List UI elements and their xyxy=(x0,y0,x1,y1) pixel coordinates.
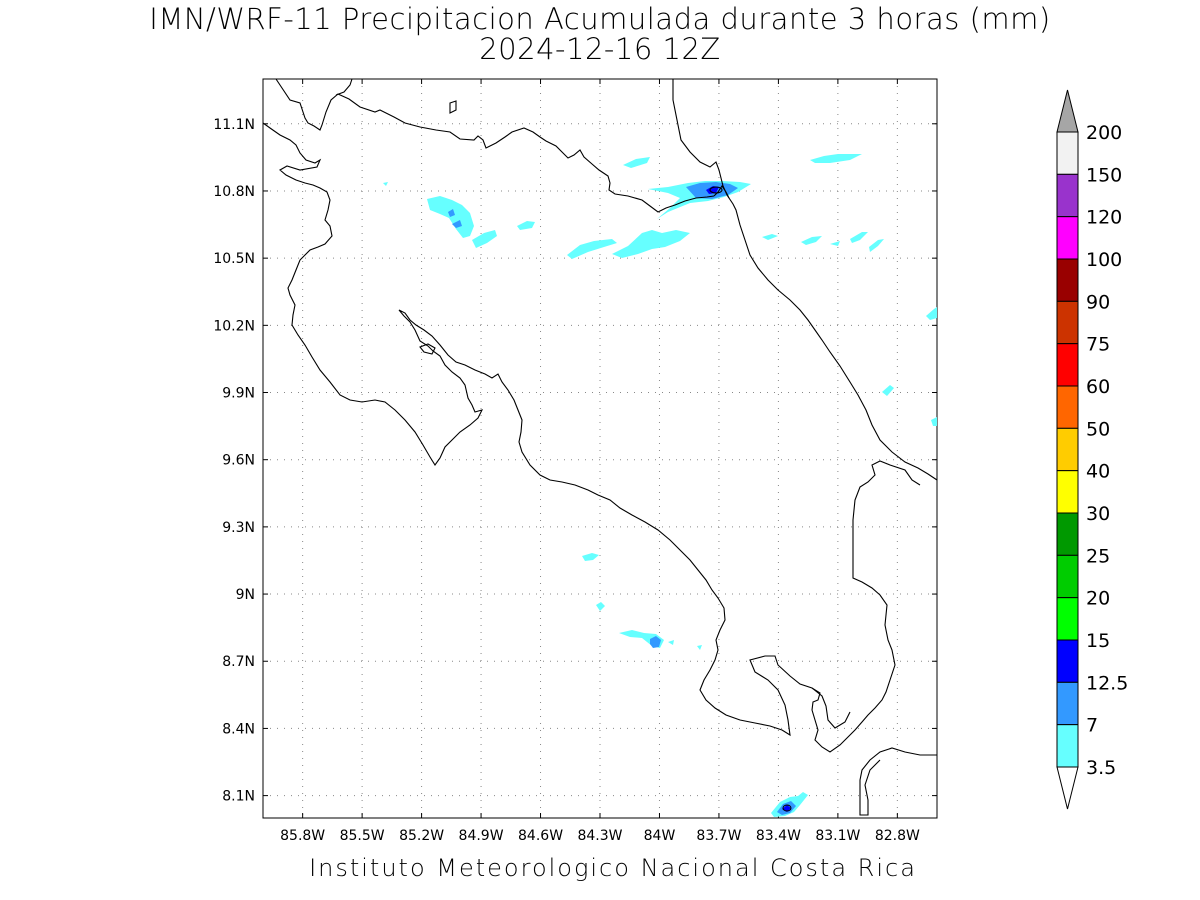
lat-tick-label: 10.2N xyxy=(213,318,255,334)
precip-contour-lines xyxy=(709,186,792,812)
map-frame xyxy=(262,78,938,819)
colorbar-swatch xyxy=(1056,216,1079,260)
precip-cell xyxy=(810,154,862,163)
map-subtitle-date: 2024-12-16 12Z xyxy=(479,32,721,66)
lat-tick-label: 8.7N xyxy=(222,654,255,670)
coastlines-and-borders xyxy=(262,78,938,816)
colorbar-swatch xyxy=(1056,554,1079,599)
colorbar-swatch xyxy=(1056,639,1079,683)
river-san-juan-border xyxy=(713,185,730,199)
panama-border xyxy=(859,747,937,816)
lat-tick-label: 11.1N xyxy=(213,117,255,133)
colorbar-label: 100 xyxy=(1086,249,1122,271)
precip-cell xyxy=(517,221,535,230)
colorbar-label: 15 xyxy=(1086,630,1110,652)
lat-tick-label: 9.6N xyxy=(222,453,255,469)
colorbar-swatch xyxy=(1056,597,1079,641)
lon-tick-label: 84.9W xyxy=(459,828,504,844)
lat-tick-label: 9N xyxy=(236,587,255,603)
colorbar-label: 20 xyxy=(1086,588,1110,610)
colorbar-label: 90 xyxy=(1086,291,1110,313)
lat-tick-label: 9.9N xyxy=(222,386,255,402)
colorbar-label: 50 xyxy=(1086,418,1110,440)
colorbar-swatch xyxy=(1056,173,1079,218)
colorbar-swatch xyxy=(1056,512,1079,556)
precip-cell xyxy=(596,602,605,611)
colorbar-label: 3.5 xyxy=(1086,757,1116,779)
lon-tick-label: 83.7W xyxy=(696,828,741,844)
osa-peninsula xyxy=(811,687,851,729)
colorbar-label: 30 xyxy=(1086,503,1110,525)
precip-cell xyxy=(697,645,702,650)
colorbar-label: 25 xyxy=(1086,545,1110,567)
lat-tick-label: 8.1N xyxy=(222,789,255,805)
precip-cell xyxy=(706,186,719,194)
footer-credit: Instituto Meteorologico Nacional Costa R… xyxy=(309,854,917,882)
precip-cell xyxy=(931,417,937,426)
colorbar-label: 120 xyxy=(1086,207,1122,229)
colorbar-min-triangle xyxy=(1056,766,1079,810)
colorbar-label: 75 xyxy=(1086,334,1110,356)
lon-tick-label: 82.8W xyxy=(875,828,920,844)
precip-cell xyxy=(762,234,778,240)
lat-tick-label: 10.8N xyxy=(213,184,255,200)
precip-cell xyxy=(448,209,455,217)
colorbar-label: 200 xyxy=(1086,122,1122,144)
colorbar-max-triangle xyxy=(1056,89,1079,133)
nicoya-island xyxy=(419,343,436,355)
precip-cell xyxy=(452,220,462,228)
colorbar-swatch xyxy=(1056,427,1079,472)
north-coast-nicaragua xyxy=(275,78,715,213)
precip-cell xyxy=(472,230,497,248)
lon-tick-label: 85.8W xyxy=(280,828,325,844)
precip-cell xyxy=(623,157,650,168)
lon-tick-label: 84W xyxy=(644,828,676,844)
colorbar-swatch xyxy=(1056,131,1079,175)
precip-cell xyxy=(650,636,661,648)
colorbar-label: 40 xyxy=(1086,461,1110,483)
colorbar-swatch xyxy=(1056,343,1079,387)
precip-cell xyxy=(869,239,884,252)
precip-cell xyxy=(801,236,822,245)
colorbar-label: 60 xyxy=(1086,376,1110,398)
longitude-labels: 85.8W 85.5W 85.2W 84.9W 84.6W 84.3W 84W 83.7W 83… xyxy=(280,828,920,844)
precip-cell xyxy=(850,232,868,243)
colorbar-swatch xyxy=(1056,300,1079,345)
lat-tick-label: 9.3N xyxy=(222,520,255,536)
lon-tick-label: 85.2W xyxy=(399,828,444,844)
precip-cell xyxy=(612,230,690,258)
lon-tick-label: 83.4W xyxy=(756,828,801,844)
lat-tick-label: 8.4N xyxy=(222,721,255,737)
precip-cell xyxy=(926,307,937,320)
colorbar-swatch xyxy=(1056,385,1079,429)
precip-cell xyxy=(668,640,674,645)
pacific-coast-main xyxy=(262,122,921,753)
caribbean-coast xyxy=(672,79,938,481)
map-title: IMN/WRF-11 Precipitacion Acumulada duran… xyxy=(149,2,1051,36)
colorbar-label: 150 xyxy=(1086,164,1122,186)
colorbar-swatch xyxy=(1056,681,1079,726)
latitude-labels: 11.1N 10.8N 10.5N 10.2N 9.9N 9.6N 9.3N 9N 8.7N 8.… xyxy=(213,117,255,805)
colorbar-label: 12.5 xyxy=(1086,672,1128,694)
precip-cell xyxy=(567,239,617,259)
precip-cell xyxy=(582,553,599,561)
colorbar-swatch xyxy=(1056,258,1079,302)
lat-tick-label: 10.5N xyxy=(213,251,255,267)
colorbar-swatch xyxy=(1056,470,1079,514)
precip-cell xyxy=(830,241,840,246)
isla-north xyxy=(449,100,457,114)
precip-cell xyxy=(427,196,474,238)
colorbar-swatch xyxy=(1056,724,1079,768)
graticule-grid xyxy=(263,79,937,818)
colorbar-legend: 200 150 120 100 90 75 60 50 40 30 25 20 15 12.5 7 3.5 xyxy=(1056,89,1128,810)
lon-tick-label: 85.5W xyxy=(340,828,385,844)
pacific-coast-guanacaste xyxy=(335,78,353,96)
precip-cell xyxy=(383,182,388,186)
colorbar-label: 7 xyxy=(1086,715,1098,737)
precip-cell xyxy=(882,385,894,396)
lon-tick-label: 83.1W xyxy=(815,828,860,844)
lon-tick-label: 84.3W xyxy=(577,828,622,844)
lon-tick-label: 84.6W xyxy=(518,828,563,844)
